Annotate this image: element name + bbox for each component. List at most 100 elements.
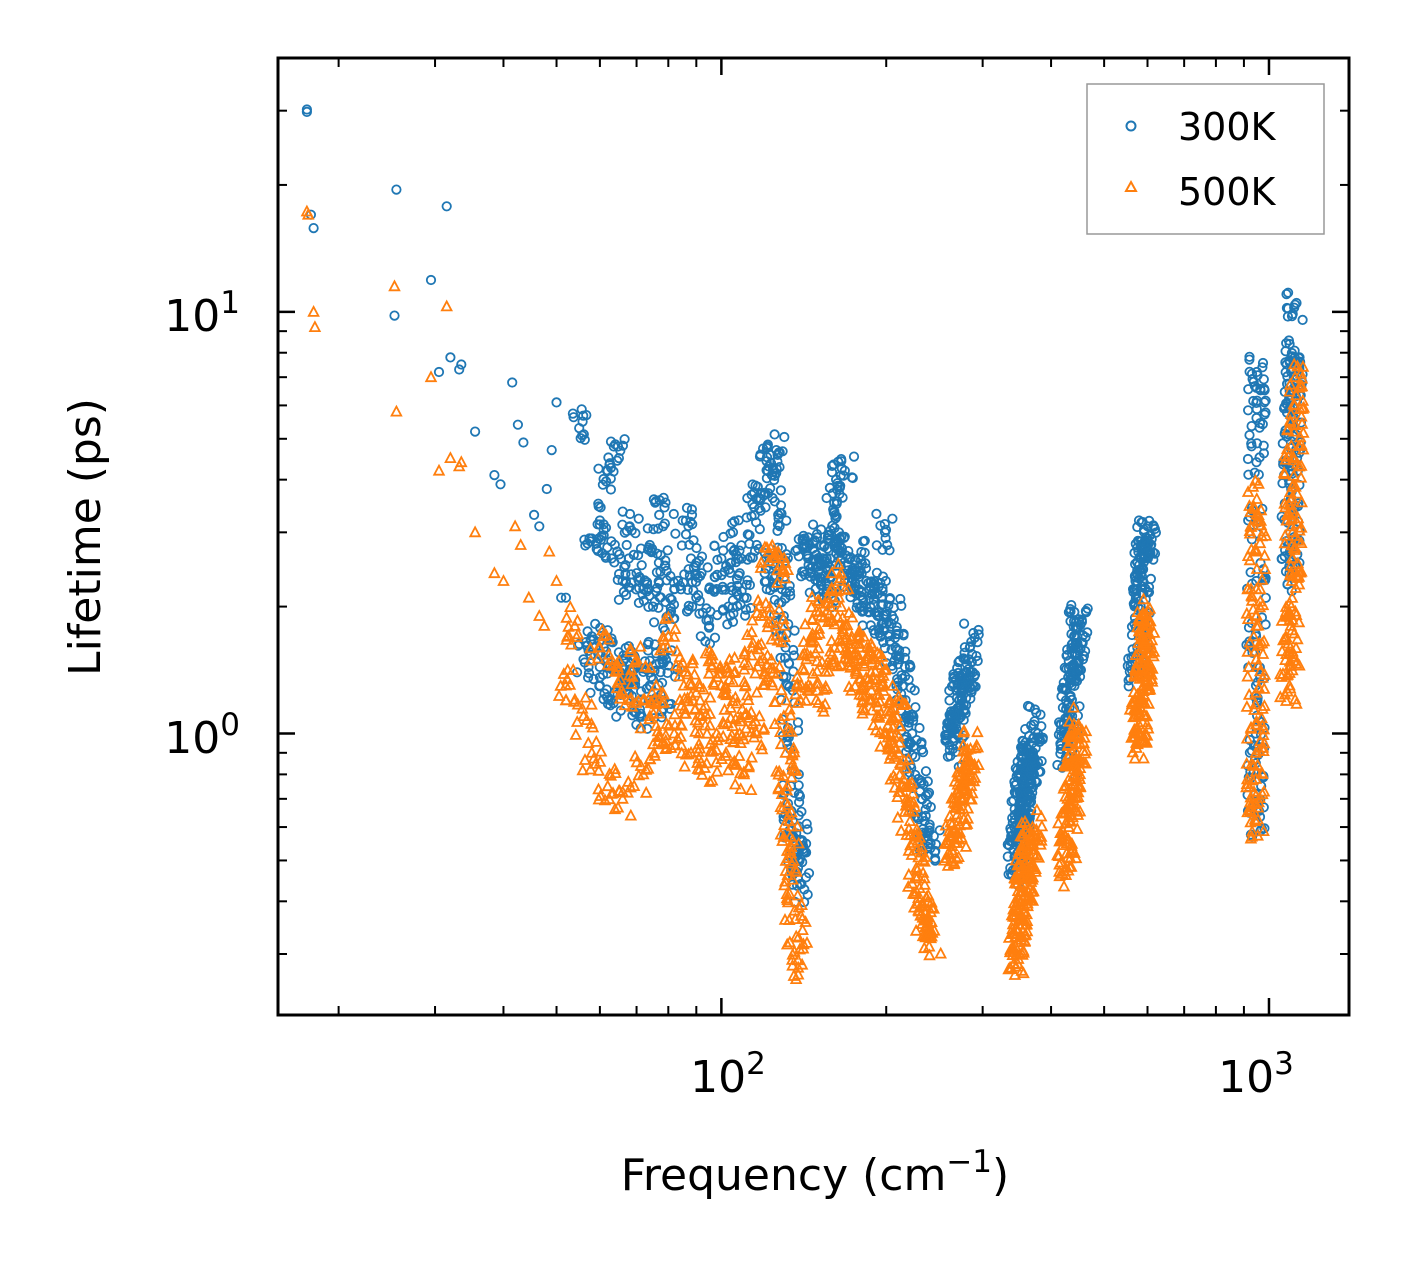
point-500k bbox=[821, 590, 834, 603]
point-500k bbox=[703, 718, 717, 731]
point-500k bbox=[703, 690, 717, 703]
point-500k bbox=[1133, 628, 1147, 641]
point-300k bbox=[1257, 419, 1268, 430]
point-300k bbox=[916, 811, 928, 822]
point-300k bbox=[709, 572, 721, 583]
point-500k bbox=[730, 696, 743, 709]
point-500k bbox=[718, 686, 731, 699]
point-500k bbox=[579, 690, 592, 703]
point-500k bbox=[1017, 943, 1030, 956]
point-500k bbox=[1073, 736, 1087, 749]
point-500k bbox=[613, 783, 626, 796]
point-500k bbox=[753, 654, 767, 666]
point-500k bbox=[1020, 917, 1034, 930]
point-300k bbox=[456, 359, 467, 370]
point-500k bbox=[899, 761, 913, 774]
point-500k bbox=[920, 912, 934, 924]
point-500k bbox=[1257, 744, 1270, 756]
point-500k bbox=[738, 647, 751, 660]
point-300k bbox=[1281, 302, 1293, 314]
point-300k bbox=[641, 579, 653, 590]
point-500k bbox=[765, 675, 778, 688]
point-500k bbox=[645, 685, 659, 698]
point-300k bbox=[924, 825, 935, 836]
point-500k bbox=[786, 958, 799, 971]
point-300k bbox=[613, 568, 625, 580]
point-300k bbox=[944, 744, 955, 756]
point-500k bbox=[1135, 654, 1149, 667]
point-300k bbox=[793, 534, 804, 545]
point-500k bbox=[1009, 921, 1023, 934]
point-500k bbox=[1254, 503, 1268, 516]
point-300k bbox=[633, 597, 645, 609]
point-500k bbox=[727, 675, 740, 688]
point-500k bbox=[783, 829, 797, 842]
point-300k bbox=[880, 575, 891, 587]
point-500k bbox=[630, 755, 643, 768]
point-500k bbox=[700, 726, 714, 739]
point-500k bbox=[885, 747, 899, 760]
point-500k bbox=[946, 829, 959, 842]
point-500k bbox=[772, 767, 785, 780]
point-300k bbox=[657, 521, 669, 532]
point-300k bbox=[391, 184, 402, 195]
point-500k bbox=[1284, 565, 1298, 578]
point-500k bbox=[897, 753, 911, 766]
point-300k bbox=[1260, 395, 1271, 406]
point-500k bbox=[754, 555, 768, 568]
point-300k bbox=[1260, 407, 1271, 418]
point-300k bbox=[807, 519, 819, 530]
point-500k bbox=[806, 666, 820, 679]
point-300k bbox=[871, 540, 882, 551]
point-300k bbox=[489, 469, 500, 481]
point-500k bbox=[893, 735, 906, 748]
point-500k bbox=[817, 610, 831, 623]
point-300k bbox=[780, 587, 792, 598]
point-500k bbox=[962, 755, 975, 767]
point-500k bbox=[796, 912, 809, 924]
point-300k bbox=[807, 543, 818, 554]
point-500k bbox=[644, 660, 657, 673]
point-300k bbox=[571, 667, 583, 678]
point-500k bbox=[1004, 942, 1017, 955]
point-500k bbox=[1240, 780, 1253, 793]
point-300k bbox=[600, 550, 611, 562]
point-500k bbox=[1256, 787, 1269, 800]
point-500k bbox=[1278, 528, 1292, 541]
point-500k bbox=[1294, 366, 1308, 379]
point-300k bbox=[830, 560, 841, 571]
point-300k bbox=[1138, 588, 1149, 599]
point-300k bbox=[730, 556, 742, 568]
point-500k bbox=[805, 590, 819, 602]
point-500k bbox=[825, 566, 838, 579]
point-500k bbox=[605, 653, 619, 665]
point-500k bbox=[781, 798, 795, 810]
point-300k bbox=[759, 487, 771, 498]
point-500k bbox=[961, 811, 975, 824]
point-500k bbox=[1243, 524, 1257, 536]
point-500k bbox=[587, 751, 601, 764]
point-500k bbox=[1295, 409, 1308, 422]
point-500k bbox=[881, 704, 894, 717]
point-300k bbox=[925, 801, 936, 813]
point-300k bbox=[840, 550, 852, 561]
point-300k bbox=[831, 511, 842, 522]
point-300k bbox=[788, 650, 800, 661]
point-500k bbox=[693, 680, 706, 693]
point-300k bbox=[662, 667, 673, 679]
point-500k bbox=[923, 948, 936, 961]
point-500k bbox=[1028, 830, 1042, 843]
point-500k bbox=[653, 643, 667, 656]
point-500k bbox=[738, 679, 752, 692]
point-500k bbox=[1292, 439, 1306, 451]
point-500k bbox=[792, 930, 805, 943]
point-300k bbox=[959, 642, 971, 653]
point-500k bbox=[842, 582, 855, 595]
point-300k bbox=[940, 729, 951, 741]
point-300k bbox=[694, 570, 706, 582]
point-500k bbox=[834, 566, 848, 579]
point-300k bbox=[636, 560, 647, 571]
point-300k bbox=[910, 702, 921, 713]
point-300k bbox=[648, 617, 660, 628]
point-500k bbox=[785, 724, 798, 737]
